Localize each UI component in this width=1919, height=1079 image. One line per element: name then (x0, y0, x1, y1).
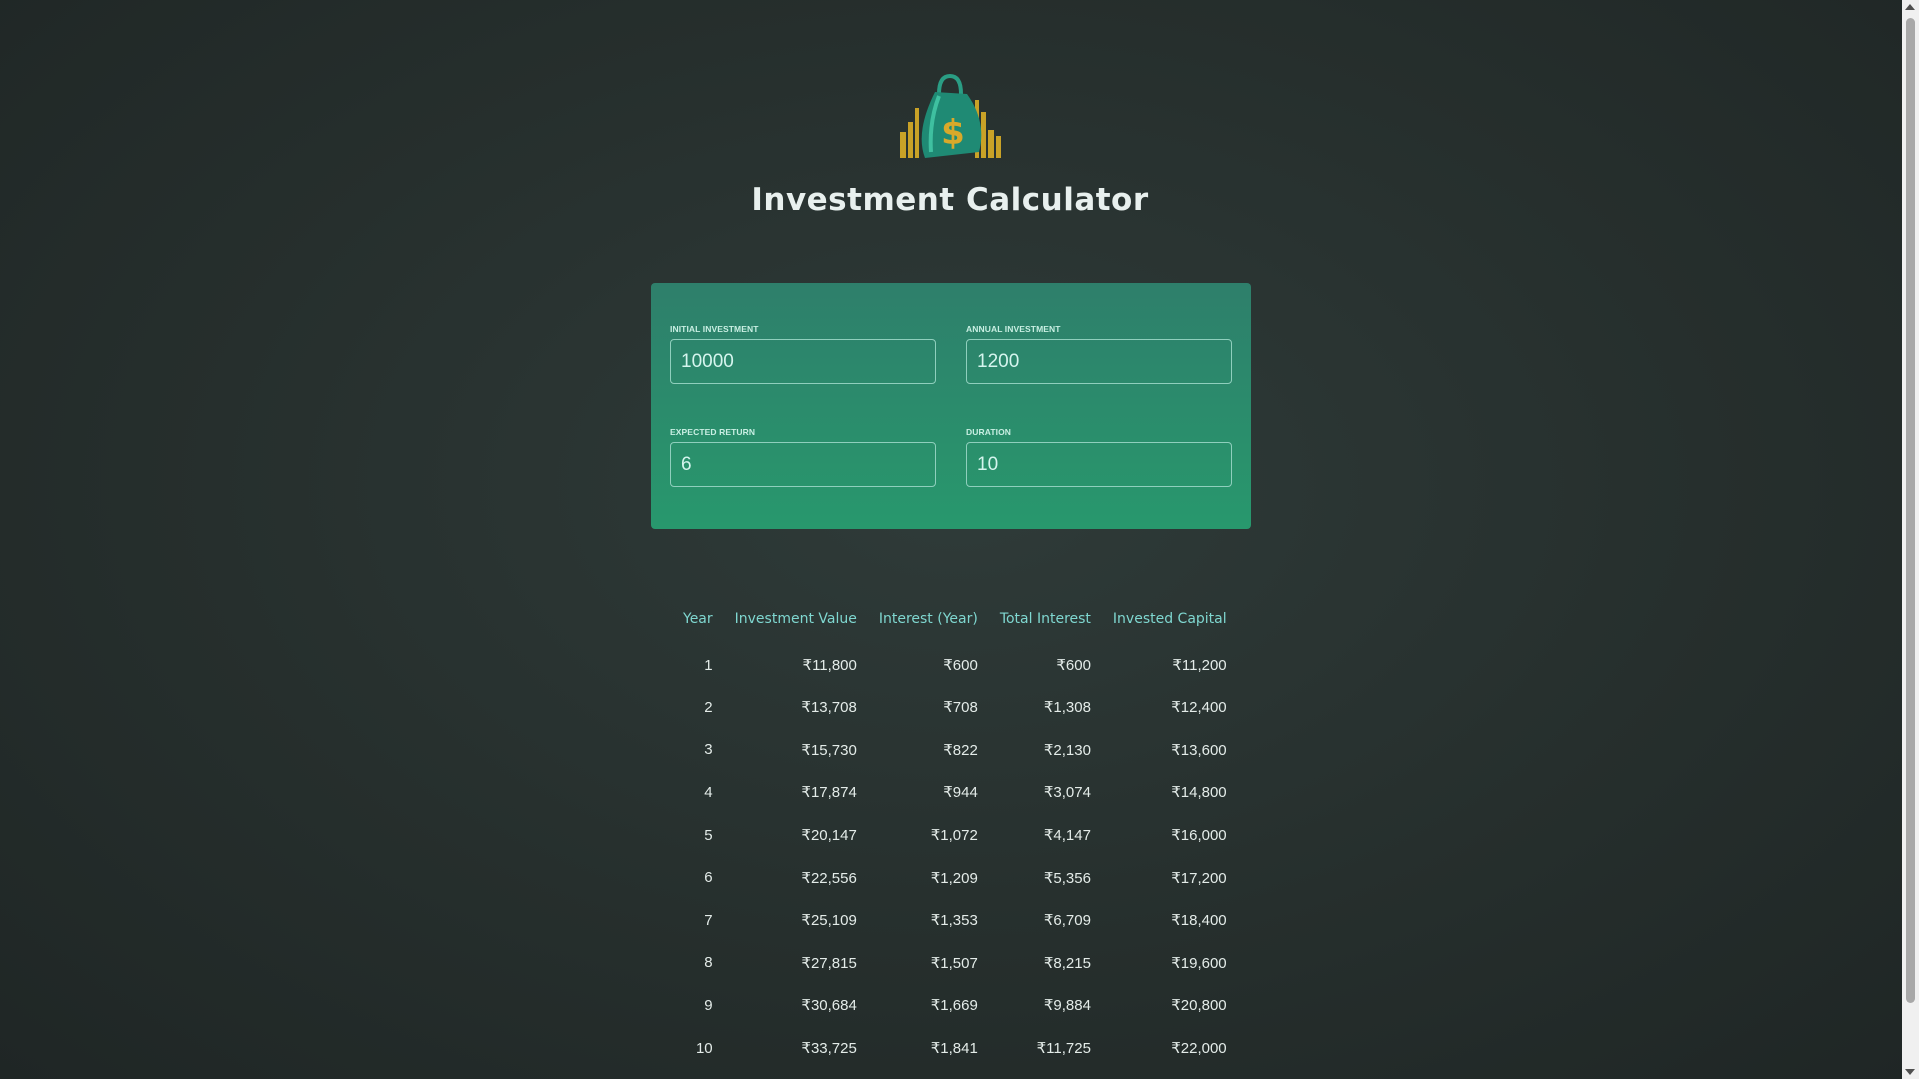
cell-interest-year: ₹600 (943, 657, 978, 674)
table-row: 5 ₹20,147 ₹1,072 ₹4,147 ₹16,000 (672, 814, 1238, 857)
cell-total-interest: ₹3,074 (1043, 784, 1091, 802)
duration-group: DURATION (966, 427, 1232, 487)
column-header-invested-capital: Invested Capital (1112, 611, 1227, 627)
initial-investment-input[interactable] (670, 339, 936, 384)
cell-interest-year: ₹1,507 (930, 954, 978, 972)
cell-year: 9 (704, 996, 713, 1014)
cell-total-interest: ₹6,709 (1043, 912, 1091, 930)
page-title: Investment Calculator (751, 182, 1149, 218)
table-row: 8 ₹27,815 ₹1,507 ₹8,215 ₹19,600 (672, 942, 1238, 985)
cell-invested-capital: ₹11,200 (1172, 657, 1227, 674)
svg-text:$: $ (941, 113, 965, 153)
cell-interest-year: ₹944 (943, 784, 978, 802)
cell-interest-year: ₹1,072 (930, 827, 978, 845)
cell-year: 1 (704, 656, 713, 674)
cell-investment-value: ₹30,684 (801, 997, 857, 1015)
cell-total-interest: ₹600 (1056, 657, 1091, 674)
cell-total-interest: ₹4,147 (1043, 827, 1091, 845)
cell-invested-capital: ₹12,400 (1171, 699, 1227, 717)
duration-label: DURATION (966, 427, 1012, 437)
cell-investment-value: ₹22,556 (801, 869, 857, 887)
results-table: Year Investment Value Interest (Year) To… (672, 604, 1238, 1069)
cell-interest-year: ₹1,669 (930, 997, 978, 1015)
table-header-row: Year Investment Value Interest (Year) To… (672, 604, 1238, 634)
scroll-up-arrow-icon[interactable] (1905, 4, 1915, 10)
scrollbar-thumb[interactable] (1906, 18, 1915, 1003)
cell-total-interest: ₹11,725 (1036, 1040, 1091, 1058)
cell-year: 6 (704, 869, 713, 887)
vertical-scrollbar[interactable] (1902, 0, 1919, 1079)
cell-interest-year: ₹1,209 (930, 869, 978, 887)
cell-total-interest: ₹1,308 (1043, 699, 1091, 717)
cell-interest-year: ₹708 (943, 699, 978, 717)
cell-invested-capital: ₹18,400 (1171, 912, 1227, 930)
annual-investment-label: ANNUAL INVESTMENT (966, 324, 1061, 334)
cell-year: 7 (704, 911, 713, 929)
expected-return-group: EXPECTED RETURN (670, 427, 936, 487)
table-row: 1 ₹11,800 ₹600 ₹600 ₹11,200 (672, 634, 1238, 686)
cell-total-interest: ₹9,884 (1043, 997, 1091, 1015)
input-panel: INITIAL INVESTMENT ANNUAL INVESTMENT EXP… (651, 283, 1251, 529)
column-header-year: Year (683, 611, 713, 627)
cell-investment-value: ₹25,109 (801, 912, 857, 930)
cell-invested-capital: ₹16,000 (1171, 827, 1227, 845)
cell-investment-value: ₹27,815 (801, 954, 857, 972)
table-row: 2 ₹13,708 ₹708 ₹1,308 ₹12,400 (672, 686, 1238, 729)
cell-interest-year: ₹1,353 (930, 912, 978, 930)
cell-total-interest: ₹2,130 (1043, 741, 1091, 759)
cell-invested-capital: ₹19,600 (1171, 954, 1227, 972)
cell-invested-capital: ₹17,200 (1171, 869, 1227, 887)
scroll-down-arrow-icon[interactable] (1905, 1069, 1915, 1075)
cell-year: 10 (695, 1039, 713, 1057)
cell-interest-year: ₹822 (943, 741, 978, 759)
cell-invested-capital: ₹13,600 (1171, 741, 1227, 759)
cell-investment-value: ₹11,800 (802, 657, 857, 674)
cell-total-interest: ₹8,215 (1043, 954, 1091, 972)
column-header-investment-value: Investment Value (734, 611, 857, 627)
duration-input[interactable] (966, 442, 1232, 487)
cell-investment-value: ₹33,725 (801, 1040, 857, 1058)
column-header-total-interest: Total Interest (999, 611, 1091, 627)
cell-year: 8 (704, 954, 713, 972)
initial-investment-group: INITIAL INVESTMENT (670, 324, 936, 384)
column-header-interest-year: Interest (Year) (878, 611, 978, 627)
table-row: 9 ₹30,684 ₹1,669 ₹9,884 ₹20,800 (672, 984, 1238, 1027)
table-row: 3 ₹15,730 ₹822 ₹2,130 ₹13,600 (672, 729, 1238, 772)
cell-invested-capital: ₹20,800 (1171, 997, 1227, 1015)
cell-year: 5 (704, 826, 713, 844)
table-row: 4 ₹17,874 ₹944 ₹3,074 ₹14,800 (672, 771, 1238, 814)
cell-year: 4 (704, 783, 713, 801)
cell-invested-capital: ₹14,800 (1171, 784, 1227, 802)
cell-year: 3 (704, 741, 713, 759)
expected-return-label: EXPECTED RETURN (670, 427, 756, 437)
cell-year: 2 (704, 698, 713, 716)
cell-investment-value: ₹13,708 (801, 699, 857, 717)
cell-investment-value: ₹15,730 (801, 741, 857, 759)
cell-invested-capital: ₹22,000 (1171, 1040, 1227, 1058)
initial-investment-label: INITIAL INVESTMENT (670, 324, 759, 334)
cell-investment-value: ₹20,147 (801, 827, 857, 845)
table-row: 7 ₹25,109 ₹1,353 ₹6,709 ₹18,400 (672, 899, 1238, 942)
table-row: 6 ₹22,556 ₹1,209 ₹5,356 ₹17,200 (672, 856, 1238, 899)
money-bag-dollar-icon: $ (900, 73, 1001, 158)
annual-investment-group: ANNUAL INVESTMENT (966, 324, 1232, 384)
cell-interest-year: ₹1,841 (930, 1040, 978, 1058)
cell-investment-value: ₹17,874 (801, 784, 857, 802)
expected-return-input[interactable] (670, 442, 936, 487)
annual-investment-input[interactable] (966, 339, 1232, 384)
cell-total-interest: ₹5,356 (1043, 869, 1091, 887)
table-row: 10 ₹33,725 ₹1,841 ₹11,725 ₹22,000 (672, 1027, 1238, 1070)
